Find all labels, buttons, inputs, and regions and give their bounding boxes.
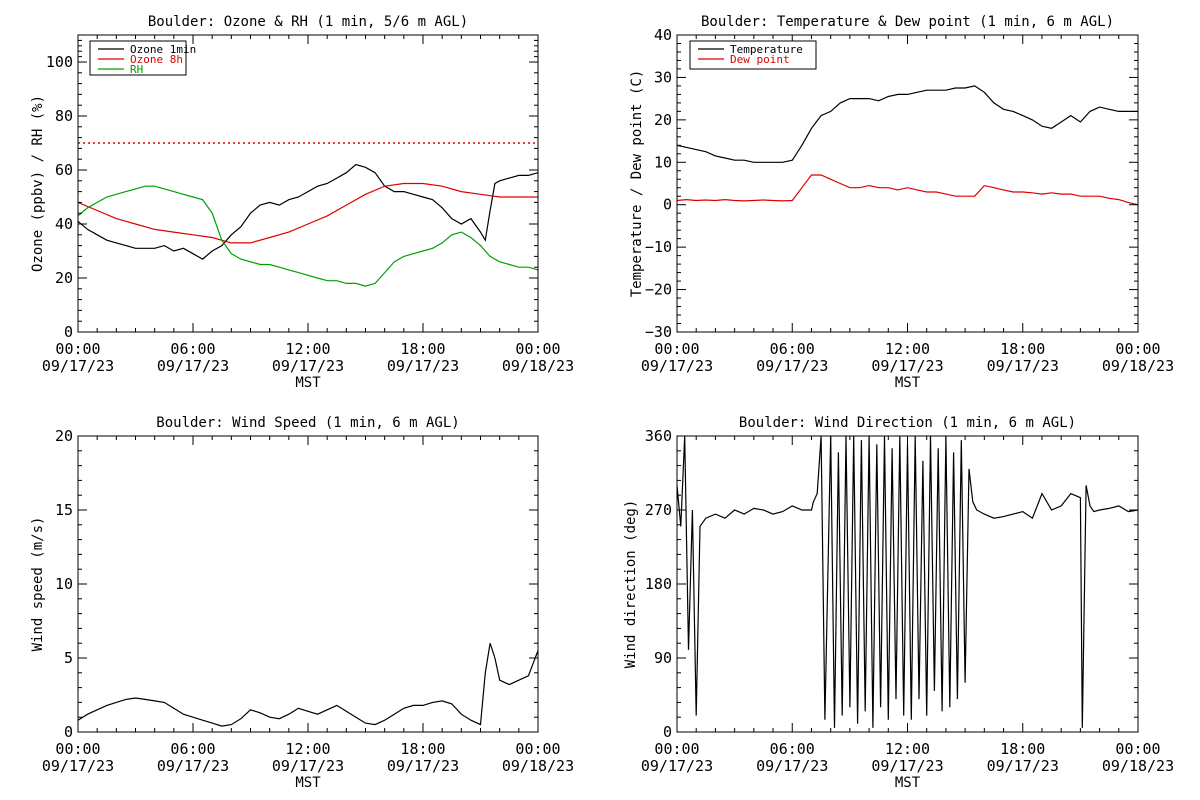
chart-panel-2: 00:0009/17/2306:0009/17/2312:0009/17/231…: [629, 14, 1174, 391]
x-axis-label: MST: [295, 775, 321, 791]
x-tick-time: 18:00: [400, 340, 445, 358]
series-line-rh: [77, 185, 539, 287]
y-tick-label: 360: [645, 427, 672, 445]
x-tick-time: 00:00: [654, 740, 699, 758]
x-tick-time: 18:00: [1000, 740, 1045, 758]
x-tick-date: 09/17/23: [987, 357, 1059, 375]
x-tick-time: 12:00: [885, 740, 930, 758]
chart-title: Boulder: Temperature & Dew point (1 min,…: [701, 14, 1114, 30]
series-line-ozone-1min: [77, 163, 539, 260]
y-tick-label: 100: [46, 53, 73, 71]
chart-panel-4: 00:0009/17/2306:0009/17/2312:0009/17/231…: [623, 415, 1174, 791]
x-tick-date: 09/17/23: [871, 357, 943, 375]
x-tick-date: 09/17/23: [756, 357, 828, 375]
x-tick-time: 18:00: [400, 740, 445, 758]
series-line-wind-speed: [77, 643, 539, 727]
legend-entry: Ozone 8h: [130, 53, 183, 66]
y-axis-label: Wind speed (m/s): [30, 517, 46, 652]
y-tick-label: −10: [645, 238, 672, 256]
x-axis-label: MST: [295, 375, 321, 391]
y-tick-label: 30: [654, 68, 672, 86]
legend-entry: RH: [130, 63, 143, 76]
y-tick-label: 90: [654, 649, 672, 667]
y-tick-label: 0: [663, 196, 672, 214]
legend-entry: Ozone 1min: [130, 43, 196, 56]
x-tick-date: 09/17/23: [641, 757, 713, 775]
x-tick-date: 09/17/23: [272, 757, 344, 775]
x-tick-time: 06:00: [170, 340, 215, 358]
chart-title: Boulder: Wind Speed (1 min, 6 m AGL): [156, 415, 459, 431]
x-tick-date: 09/18/23: [502, 357, 574, 375]
x-tick-date: 09/17/23: [272, 357, 344, 375]
x-tick-time: 06:00: [170, 740, 215, 758]
y-tick-label: 15: [55, 501, 73, 519]
x-tick-date: 09/17/23: [756, 757, 828, 775]
y-tick-label: 0: [663, 723, 672, 741]
chart-panel-3: 00:0009/17/2306:0009/17/2312:0009/17/231…: [30, 415, 574, 791]
y-tick-label: 20: [55, 269, 73, 287]
x-tick-time: 00:00: [1115, 340, 1160, 358]
x-tick-date: 09/17/23: [987, 757, 1059, 775]
x-tick-date: 09/17/23: [42, 357, 114, 375]
y-tick-label: 40: [654, 26, 672, 44]
y-axis-label: Wind direction (deg): [623, 500, 639, 669]
x-tick-time: 00:00: [55, 340, 100, 358]
x-tick-time: 00:00: [515, 740, 560, 758]
x-tick-time: 12:00: [285, 340, 330, 358]
x-tick-date: 09/17/23: [387, 757, 459, 775]
x-tick-time: 00:00: [515, 340, 560, 358]
x-tick-time: 12:00: [285, 740, 330, 758]
plot-frame: [676, 34, 1139, 333]
x-tick-date: 09/17/23: [387, 357, 459, 375]
series-line-dew-point: [676, 174, 1139, 206]
x-tick-time: 06:00: [770, 740, 815, 758]
y-tick-label: 20: [55, 427, 73, 445]
x-axis-label: MST: [895, 375, 921, 391]
series-line-temperature: [676, 85, 1138, 163]
y-tick-label: 270: [645, 501, 672, 519]
x-tick-date: 09/17/23: [157, 757, 229, 775]
x-tick-date: 09/18/23: [1102, 757, 1174, 775]
x-tick-date: 09/17/23: [871, 757, 943, 775]
y-axis-label: Temperature / Dew point (C): [629, 70, 645, 298]
chart-panel-1: 00:0009/17/2306:0009/17/2312:0009/17/231…: [30, 14, 574, 391]
series-line-ozone-8h: [77, 182, 538, 244]
y-tick-label: −20: [645, 281, 672, 299]
x-axis-label: MST: [895, 775, 921, 791]
y-tick-label: 0: [64, 723, 73, 741]
y-tick-label: 20: [654, 111, 672, 129]
y-axis-label: Ozone (ppbv) / RH (%): [30, 95, 46, 272]
x-tick-date: 09/17/23: [157, 357, 229, 375]
y-tick-label: 40: [55, 215, 73, 233]
y-tick-label: 10: [55, 575, 73, 593]
y-tick-label: 60: [55, 161, 73, 179]
x-tick-time: 00:00: [1115, 740, 1160, 758]
y-tick-label: 10: [654, 153, 672, 171]
y-tick-label: −30: [645, 323, 672, 341]
plot-frame: [77, 435, 539, 733]
legend-entry: Temperature: [730, 43, 803, 56]
chart-title: Boulder: Wind Direction (1 min, 6 m AGL): [739, 415, 1076, 431]
x-tick-time: 00:00: [654, 340, 699, 358]
y-tick-label: 180: [645, 575, 672, 593]
x-tick-time: 18:00: [1000, 340, 1045, 358]
plot-frame: [77, 34, 539, 333]
legend-box: [689, 40, 817, 70]
y-tick-label: 0: [64, 323, 73, 341]
x-tick-date: 09/17/23: [641, 357, 713, 375]
y-tick-label: 5: [64, 649, 73, 667]
chart-title: Boulder: Ozone & RH (1 min, 5/6 m AGL): [148, 14, 468, 30]
x-tick-date: 09/18/23: [502, 757, 574, 775]
series-line-wind-direction: [676, 435, 1139, 728]
x-tick-date: 09/18/23: [1102, 357, 1174, 375]
x-tick-time: 12:00: [885, 340, 930, 358]
y-tick-label: 80: [55, 107, 73, 125]
x-tick-time: 06:00: [770, 340, 815, 358]
x-tick-date: 09/17/23: [42, 757, 114, 775]
x-tick-time: 00:00: [55, 740, 100, 758]
legend-entry: Dew point: [730, 53, 790, 66]
